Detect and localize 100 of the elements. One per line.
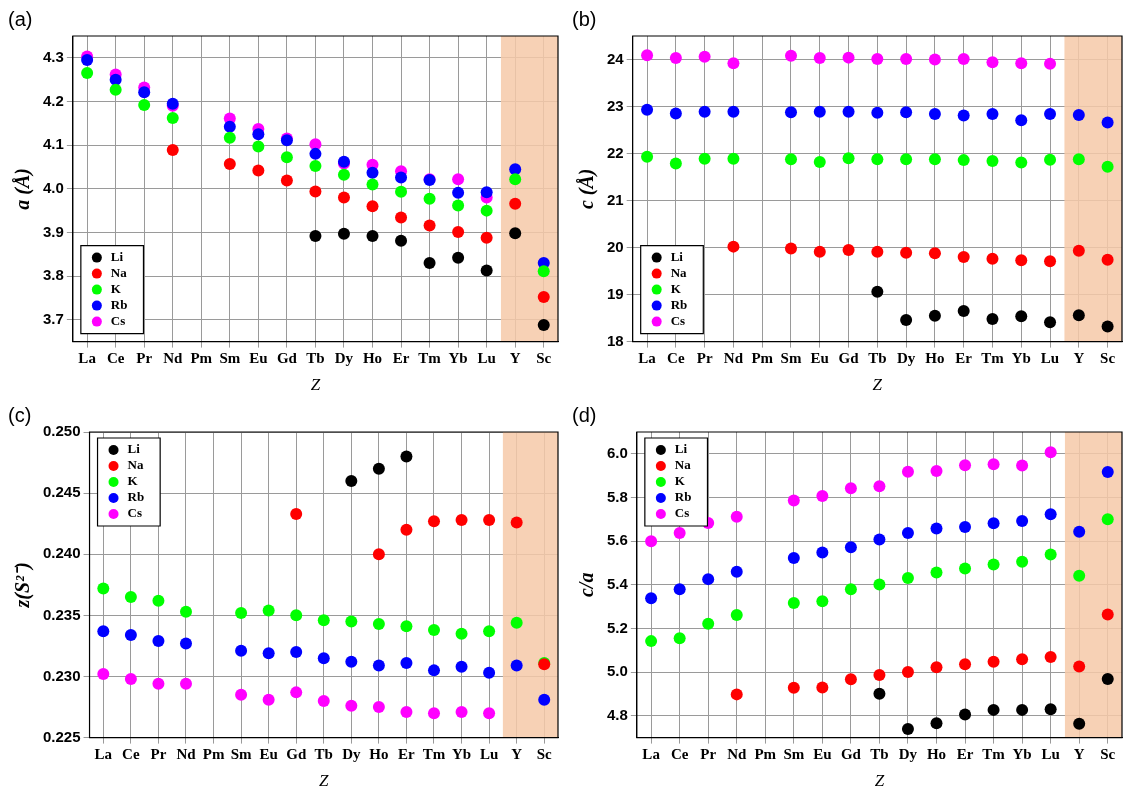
x-tick-label: Lu (1040, 350, 1060, 367)
x-tick-label: Dy (896, 350, 916, 367)
x-tick-label: Eu (249, 350, 268, 367)
point (673, 583, 686, 596)
point (641, 150, 654, 163)
legend-label: Li (670, 248, 684, 264)
point (901, 723, 914, 736)
point (871, 245, 884, 258)
point (109, 83, 122, 96)
point (262, 693, 275, 706)
point (372, 617, 385, 630)
x-tick-label: Sc (1100, 350, 1116, 367)
point (428, 624, 440, 637)
x-tick-label: Pm (754, 746, 777, 763)
point (537, 291, 550, 304)
point (787, 596, 800, 609)
point (124, 591, 137, 604)
point (645, 592, 658, 605)
point (280, 174, 293, 187)
point (930, 465, 943, 478)
y-tick-label: 4.3 (42, 47, 64, 65)
point (138, 86, 151, 99)
x-tick-label: Pr (696, 350, 713, 367)
x-tick-label: Yb (448, 350, 468, 367)
point (930, 717, 943, 730)
y-tick-label: 18 (607, 331, 624, 349)
point (1072, 244, 1085, 257)
point (900, 313, 913, 326)
y-tick-label: 3.8 (42, 266, 64, 284)
chart-title: (b) (572, 7, 597, 30)
point (928, 108, 941, 121)
point (787, 494, 800, 507)
point (235, 606, 248, 619)
x-tick-label: La (78, 350, 97, 367)
point (428, 664, 440, 677)
point (673, 527, 686, 540)
point (152, 594, 165, 607)
point (309, 229, 322, 242)
point (816, 681, 829, 694)
point (873, 578, 886, 591)
point (1073, 525, 1086, 538)
point (509, 163, 522, 176)
y-tick-label: 4.1 (42, 135, 64, 153)
point (928, 153, 941, 166)
point (395, 171, 408, 184)
point (428, 707, 440, 720)
x-tick-label: Sc (1100, 746, 1116, 763)
point (483, 625, 496, 638)
point (813, 245, 826, 258)
y-tick-label: 22 (607, 143, 624, 161)
point (483, 514, 496, 527)
point (871, 106, 884, 119)
point (262, 604, 275, 617)
x-tick-label: Yb (451, 746, 472, 763)
point (179, 637, 192, 650)
point (345, 474, 358, 487)
point (345, 615, 358, 628)
point (901, 665, 914, 678)
point (1101, 160, 1114, 173)
point (480, 204, 493, 217)
x-tick-label: Er (398, 746, 416, 763)
point (1015, 310, 1028, 323)
point (842, 243, 855, 256)
point (959, 520, 972, 533)
point (787, 681, 800, 694)
point (641, 49, 654, 62)
point (987, 558, 1000, 571)
point (1044, 316, 1057, 329)
x-tick-label: Sm (230, 746, 253, 763)
point (901, 527, 914, 540)
point (223, 157, 236, 170)
point (317, 652, 330, 665)
point (641, 103, 654, 116)
point (987, 655, 1000, 668)
x-tick-label: Ho (925, 350, 945, 367)
point (957, 305, 970, 318)
y-tick-label: 0.250 (42, 422, 81, 440)
point (97, 625, 110, 638)
point (730, 565, 743, 578)
point (309, 147, 322, 160)
x-tick-label: Tb (870, 746, 889, 763)
x-tick-label: Y (1073, 746, 1085, 763)
point (957, 53, 970, 66)
point (928, 247, 941, 260)
point (455, 514, 468, 527)
point (252, 140, 265, 153)
x-tick-label: Gd (838, 350, 860, 367)
point (452, 251, 465, 264)
legend-label: Rb (110, 296, 128, 312)
point (844, 583, 857, 596)
x-tick-label: Eu (810, 350, 829, 367)
point (645, 535, 658, 548)
point (871, 53, 884, 66)
x-tick-label: Nd (727, 746, 747, 763)
point (366, 200, 379, 213)
point (538, 693, 551, 706)
point (480, 264, 493, 277)
x-tick-label: Eu (813, 746, 832, 763)
point (669, 107, 682, 120)
point (480, 231, 493, 244)
